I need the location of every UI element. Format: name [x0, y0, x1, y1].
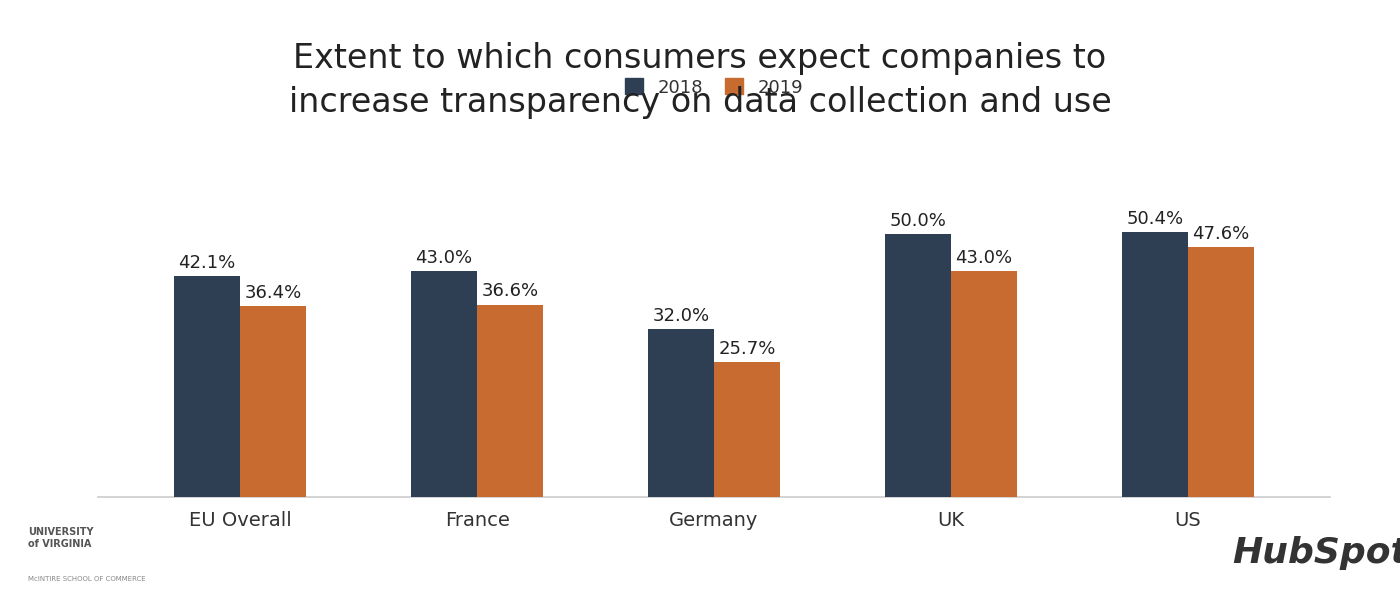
Bar [174, 276, 241, 497]
Legend: 2018, 2019: 2018, 2019 [617, 71, 811, 104]
Text: 25.7%: 25.7% [718, 340, 776, 358]
Text: UNIVERSITY
of VIRGINIA: UNIVERSITY of VIRGINIA [28, 527, 94, 549]
Bar [241, 306, 307, 497]
Text: 47.6%: 47.6% [1193, 225, 1250, 243]
Bar [951, 271, 1018, 497]
Text: Extent to which consumers expect companies to
increase transparency on data coll: Extent to which consumers expect compani… [288, 42, 1112, 119]
Text: HubSpot: HubSpot [1232, 536, 1400, 570]
Text: 50.4%: 50.4% [1126, 210, 1183, 228]
Text: 50.0%: 50.0% [889, 212, 946, 230]
Text: 43.0%: 43.0% [956, 249, 1012, 267]
Bar [885, 235, 951, 497]
Text: McINTIRE SCHOOL OF COMMERCE: McINTIRE SCHOOL OF COMMERCE [28, 576, 146, 582]
Bar [477, 305, 543, 497]
Text: 43.0%: 43.0% [416, 249, 472, 267]
Bar [1121, 232, 1187, 497]
Bar [714, 362, 780, 497]
Bar [648, 329, 714, 497]
Text: 36.6%: 36.6% [482, 282, 539, 301]
Text: 42.1%: 42.1% [178, 253, 235, 271]
Text: 32.0%: 32.0% [652, 307, 710, 325]
Bar [1187, 247, 1254, 497]
Bar [410, 271, 477, 497]
Text: 36.4%: 36.4% [245, 284, 302, 302]
